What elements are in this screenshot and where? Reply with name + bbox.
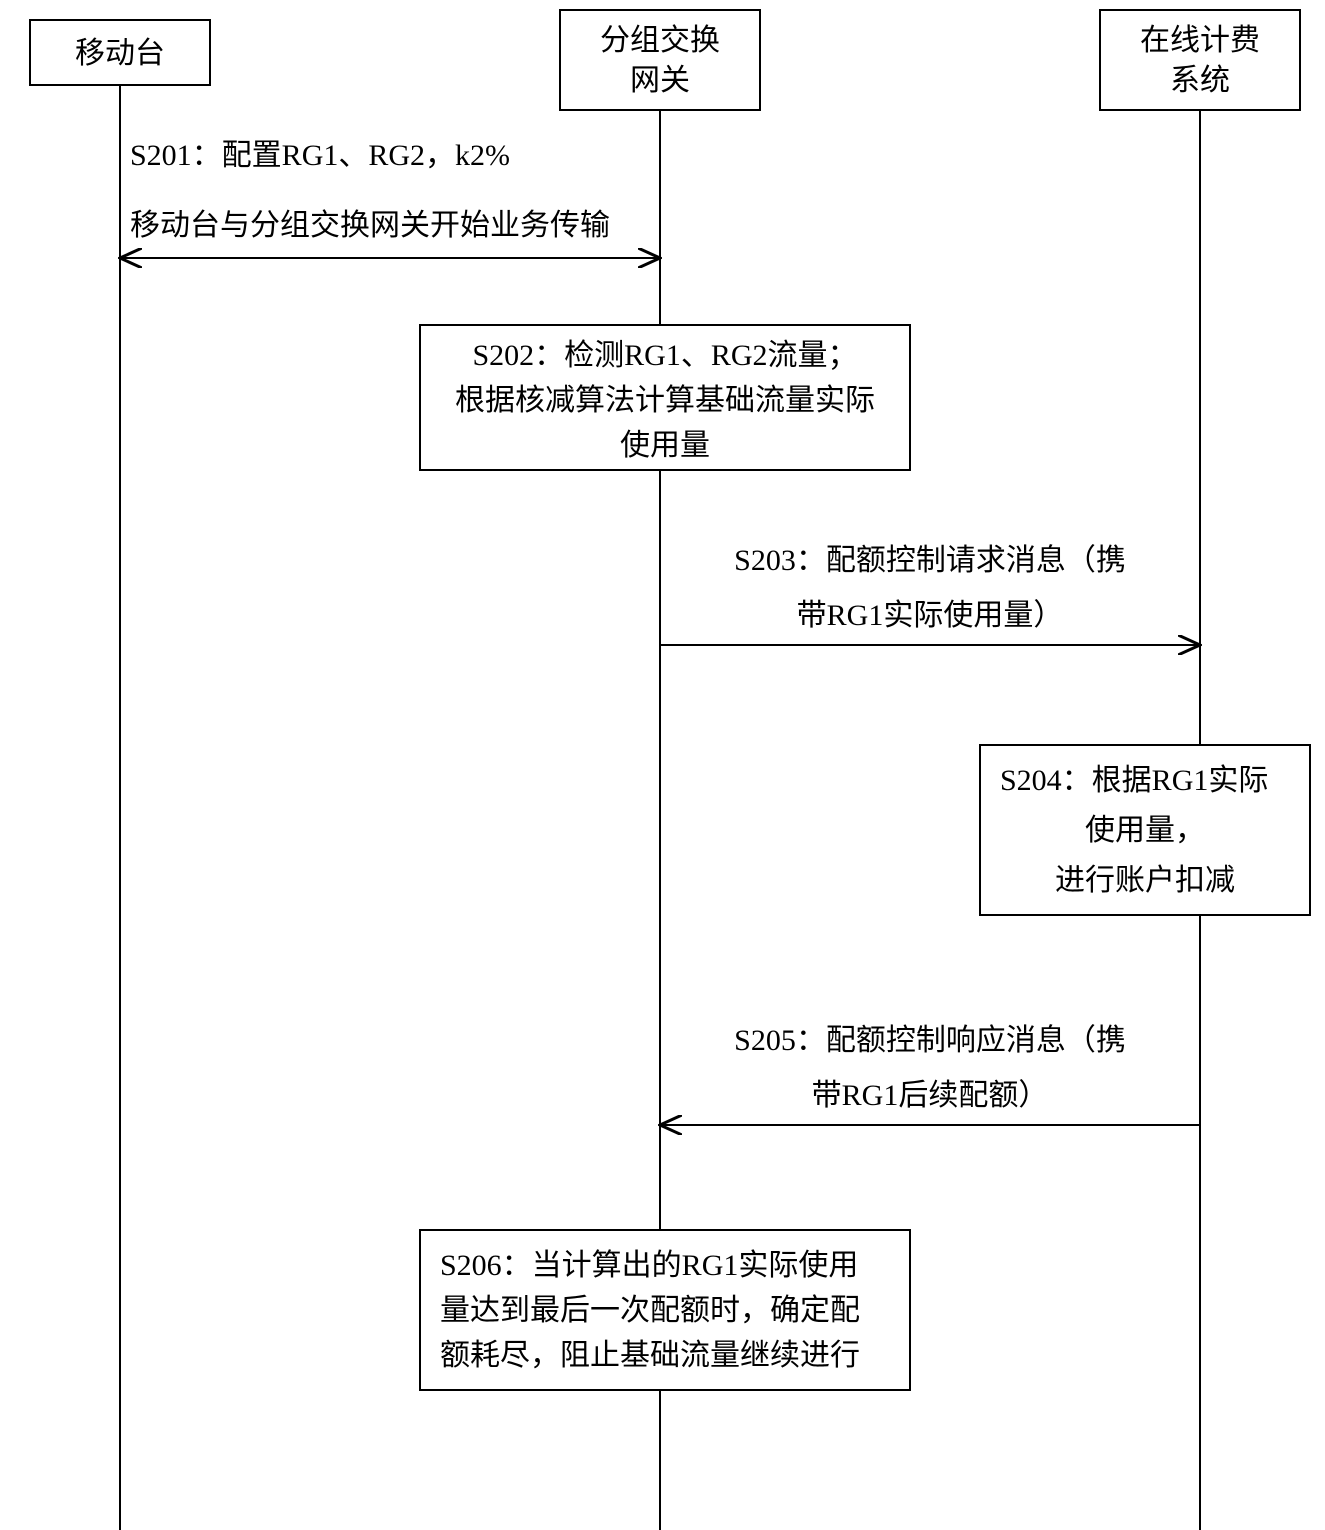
s202-box: S202：检测RG1、RG2流量； 根据核减算法计算基础流量实际 使用量 — [420, 325, 910, 470]
participant-ocs-label1: 在线计费 — [1140, 24, 1260, 57]
participant-mobile: 移动台 — [30, 20, 210, 85]
participant-mobile-label: 移动台 — [75, 37, 165, 70]
s202-line3: 使用量 — [620, 429, 710, 462]
participant-ocs: 在线计费 系统 — [1100, 10, 1300, 110]
s204-line1: S204：根据RG1实际 — [1000, 764, 1268, 797]
s206-line3: 额耗尽，阻止基础流量继续进行 — [440, 1339, 860, 1372]
s204-box: S204：根据RG1实际 使用量， 进行账户扣减 — [980, 745, 1310, 915]
participant-gateway-label1: 分组交换 — [600, 24, 720, 57]
s206-box: S206：当计算出的RG1实际使用 量达到最后一次配额时，确定配 额耗尽，阻止基… — [420, 1230, 910, 1390]
s205-line1: S205：配额控制响应消息（携 — [734, 1024, 1126, 1057]
participant-gateway: 分组交换 网关 — [560, 10, 760, 110]
participant-ocs-label2: 系统 — [1170, 64, 1230, 97]
s203-line1: S203：配额控制请求消息（携 — [734, 544, 1126, 577]
s206-line1: S206：当计算出的RG1实际使用 — [440, 1249, 858, 1282]
s204-line2: 使用量， — [1085, 814, 1205, 847]
sequence-diagram: 移动台 分组交换 网关 在线计费 系统 S201：配置RG1、RG2，k2% 移… — [0, 0, 1325, 1530]
s201-label: S201：配置RG1、RG2，k2% — [130, 139, 510, 172]
s206-line2: 量达到最后一次配额时，确定配 — [440, 1294, 860, 1327]
s204-line3: 进行账户扣减 — [1055, 864, 1235, 897]
s202-line1: S202：检测RG1、RG2流量； — [472, 339, 857, 372]
s203-line2: 带RG1实际使用量） — [797, 599, 1064, 632]
transmission-label: 移动台与分组交换网关开始业务传输 — [130, 209, 610, 242]
s205-line2: 带RG1后续配额） — [812, 1079, 1049, 1112]
participant-gateway-label2: 网关 — [630, 64, 690, 97]
s202-line2: 根据核减算法计算基础流量实际 — [455, 384, 875, 417]
